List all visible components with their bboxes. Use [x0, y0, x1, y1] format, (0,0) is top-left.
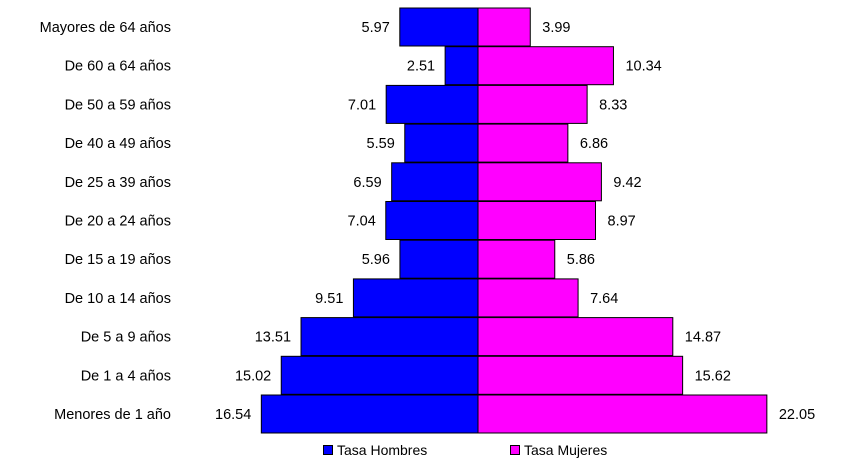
legend-item-men: Tasa Hombres	[323, 442, 427, 458]
value-label-men: 9.51	[315, 291, 343, 307]
legend-label-men: Tasa Hombres	[337, 442, 428, 458]
value-label-men: 13.51	[255, 330, 291, 346]
bar-women	[477, 123, 569, 163]
category-label: Menores de 1 año	[54, 407, 171, 423]
category-label: De 5 a 9 años	[81, 330, 171, 346]
chart-legend: Tasa Hombres Tasa Mujeres	[0, 440, 851, 464]
bar-women	[477, 394, 768, 434]
population-pyramid-chart: Mayores de 64 años 5.97 3.99 De 60 a 64 año…	[40, 7, 815, 434]
bar-men	[391, 162, 479, 202]
bar-men	[399, 239, 479, 279]
legend-swatch-women	[510, 445, 520, 455]
category-label: Mayores de 64 años	[40, 20, 171, 36]
bar-women	[477, 46, 614, 86]
category-label: De 1 a 4 años	[81, 368, 171, 384]
bar-women	[477, 278, 579, 318]
value-label-women: 9.42	[613, 175, 641, 191]
value-label-men: 7.04	[348, 214, 376, 230]
bar-women	[477, 201, 597, 240]
bar-women	[477, 317, 674, 357]
value-label-men: 5.96	[362, 252, 390, 268]
value-label-men: 16.54	[215, 407, 251, 423]
bar-women	[477, 355, 684, 395]
value-label-men: 5.59	[367, 136, 395, 152]
bar-men	[444, 46, 479, 86]
category-label: De 60 a 64 años	[65, 59, 171, 75]
value-label-women: 14.87	[685, 330, 721, 346]
category-label: De 15 a 19 años	[65, 252, 171, 268]
bar-men	[385, 201, 479, 240]
value-label-men: 15.02	[235, 368, 271, 384]
value-label-women: 6.86	[580, 136, 608, 152]
bar-women	[477, 239, 556, 279]
value-label-women: 8.97	[608, 214, 636, 230]
value-label-women: 8.33	[599, 97, 627, 113]
category-label: De 50 a 59 años	[65, 97, 171, 113]
category-label: De 10 a 14 años	[65, 291, 171, 307]
legend-swatch-men	[323, 445, 333, 455]
value-label-women: 22.05	[779, 407, 815, 423]
value-label-men: 7.01	[348, 97, 376, 113]
bar-men	[399, 7, 479, 47]
category-label: De 40 a 49 años	[65, 136, 171, 152]
legend-item-women: Tasa Mujeres	[510, 442, 607, 458]
value-label-men: 6.59	[353, 175, 381, 191]
value-label-women: 3.99	[542, 20, 570, 36]
category-label: De 20 a 24 años	[65, 214, 171, 230]
value-label-women: 7.64	[590, 291, 618, 307]
bar-men	[260, 394, 479, 434]
value-label-men: 2.51	[407, 59, 435, 75]
bar-women	[477, 162, 602, 202]
value-label-women: 5.86	[567, 252, 595, 268]
bar-women	[477, 7, 531, 47]
bar-men	[300, 317, 479, 357]
bar-men	[385, 84, 479, 124]
bar-men	[280, 355, 479, 395]
legend-label-women: Tasa Mujeres	[524, 442, 608, 458]
bar-men	[404, 123, 479, 163]
bar-women	[477, 84, 588, 124]
value-label-men: 5.97	[362, 20, 390, 36]
bar-men	[352, 278, 479, 318]
category-label: De 25 a 39 años	[65, 175, 171, 191]
value-label-women: 10.34	[625, 59, 661, 75]
value-label-women: 15.62	[695, 368, 731, 384]
